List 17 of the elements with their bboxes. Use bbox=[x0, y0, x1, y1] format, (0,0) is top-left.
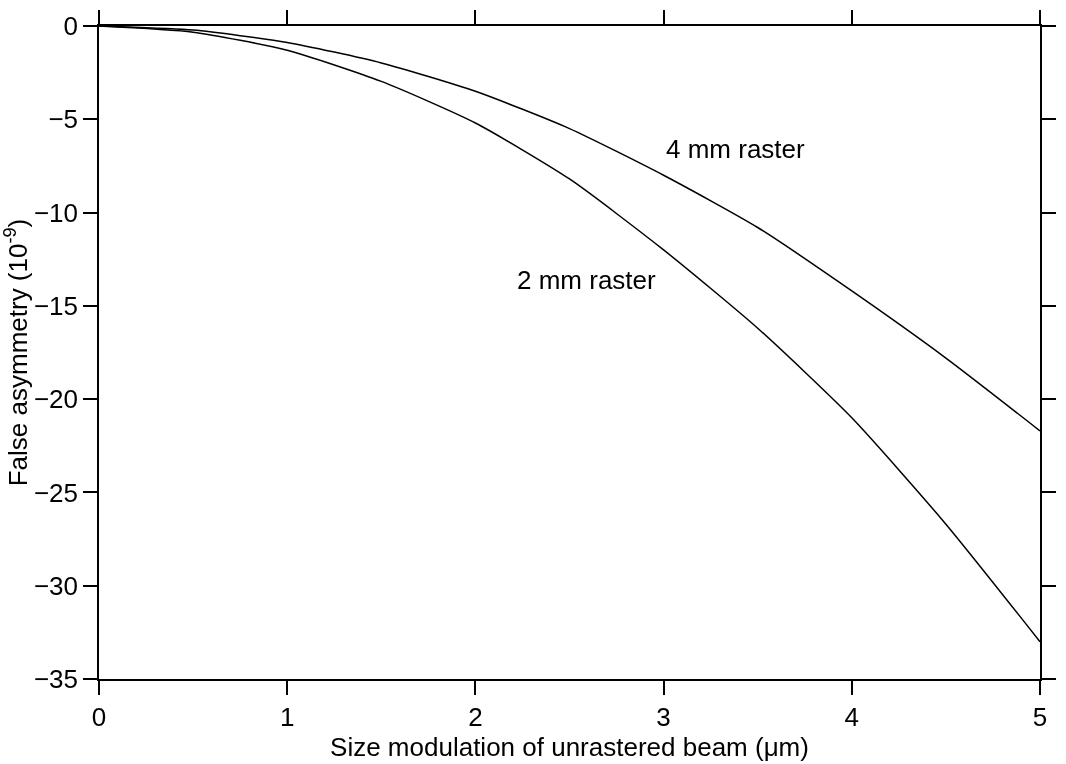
x-axis-title: Size modulation of unrastered beam (μm) bbox=[330, 731, 809, 762]
x-tick-label: 3 bbox=[656, 701, 671, 732]
x-tick-label: 5 bbox=[1032, 701, 1048, 732]
y-tick-label: −35 bbox=[33, 664, 79, 695]
x-tick-label: 0 bbox=[91, 701, 107, 732]
y-tick-label: −10 bbox=[33, 197, 79, 228]
x-tick-label: 2 bbox=[468, 701, 483, 732]
x-tick-label: 4 bbox=[844, 701, 860, 732]
series-label: 2 mm raster bbox=[517, 265, 657, 295]
y-tick-label: −25 bbox=[33, 477, 79, 508]
y-tick-label: −5 bbox=[48, 104, 79, 135]
series-label: 4 mm raster bbox=[666, 134, 806, 164]
y-tick-label: −30 bbox=[33, 570, 79, 601]
y-tick-label: −20 bbox=[33, 384, 79, 415]
x-tick-label: 1 bbox=[279, 701, 295, 732]
y-tick-label: −15 bbox=[33, 290, 79, 321]
y-tick-label: 0 bbox=[63, 11, 79, 42]
